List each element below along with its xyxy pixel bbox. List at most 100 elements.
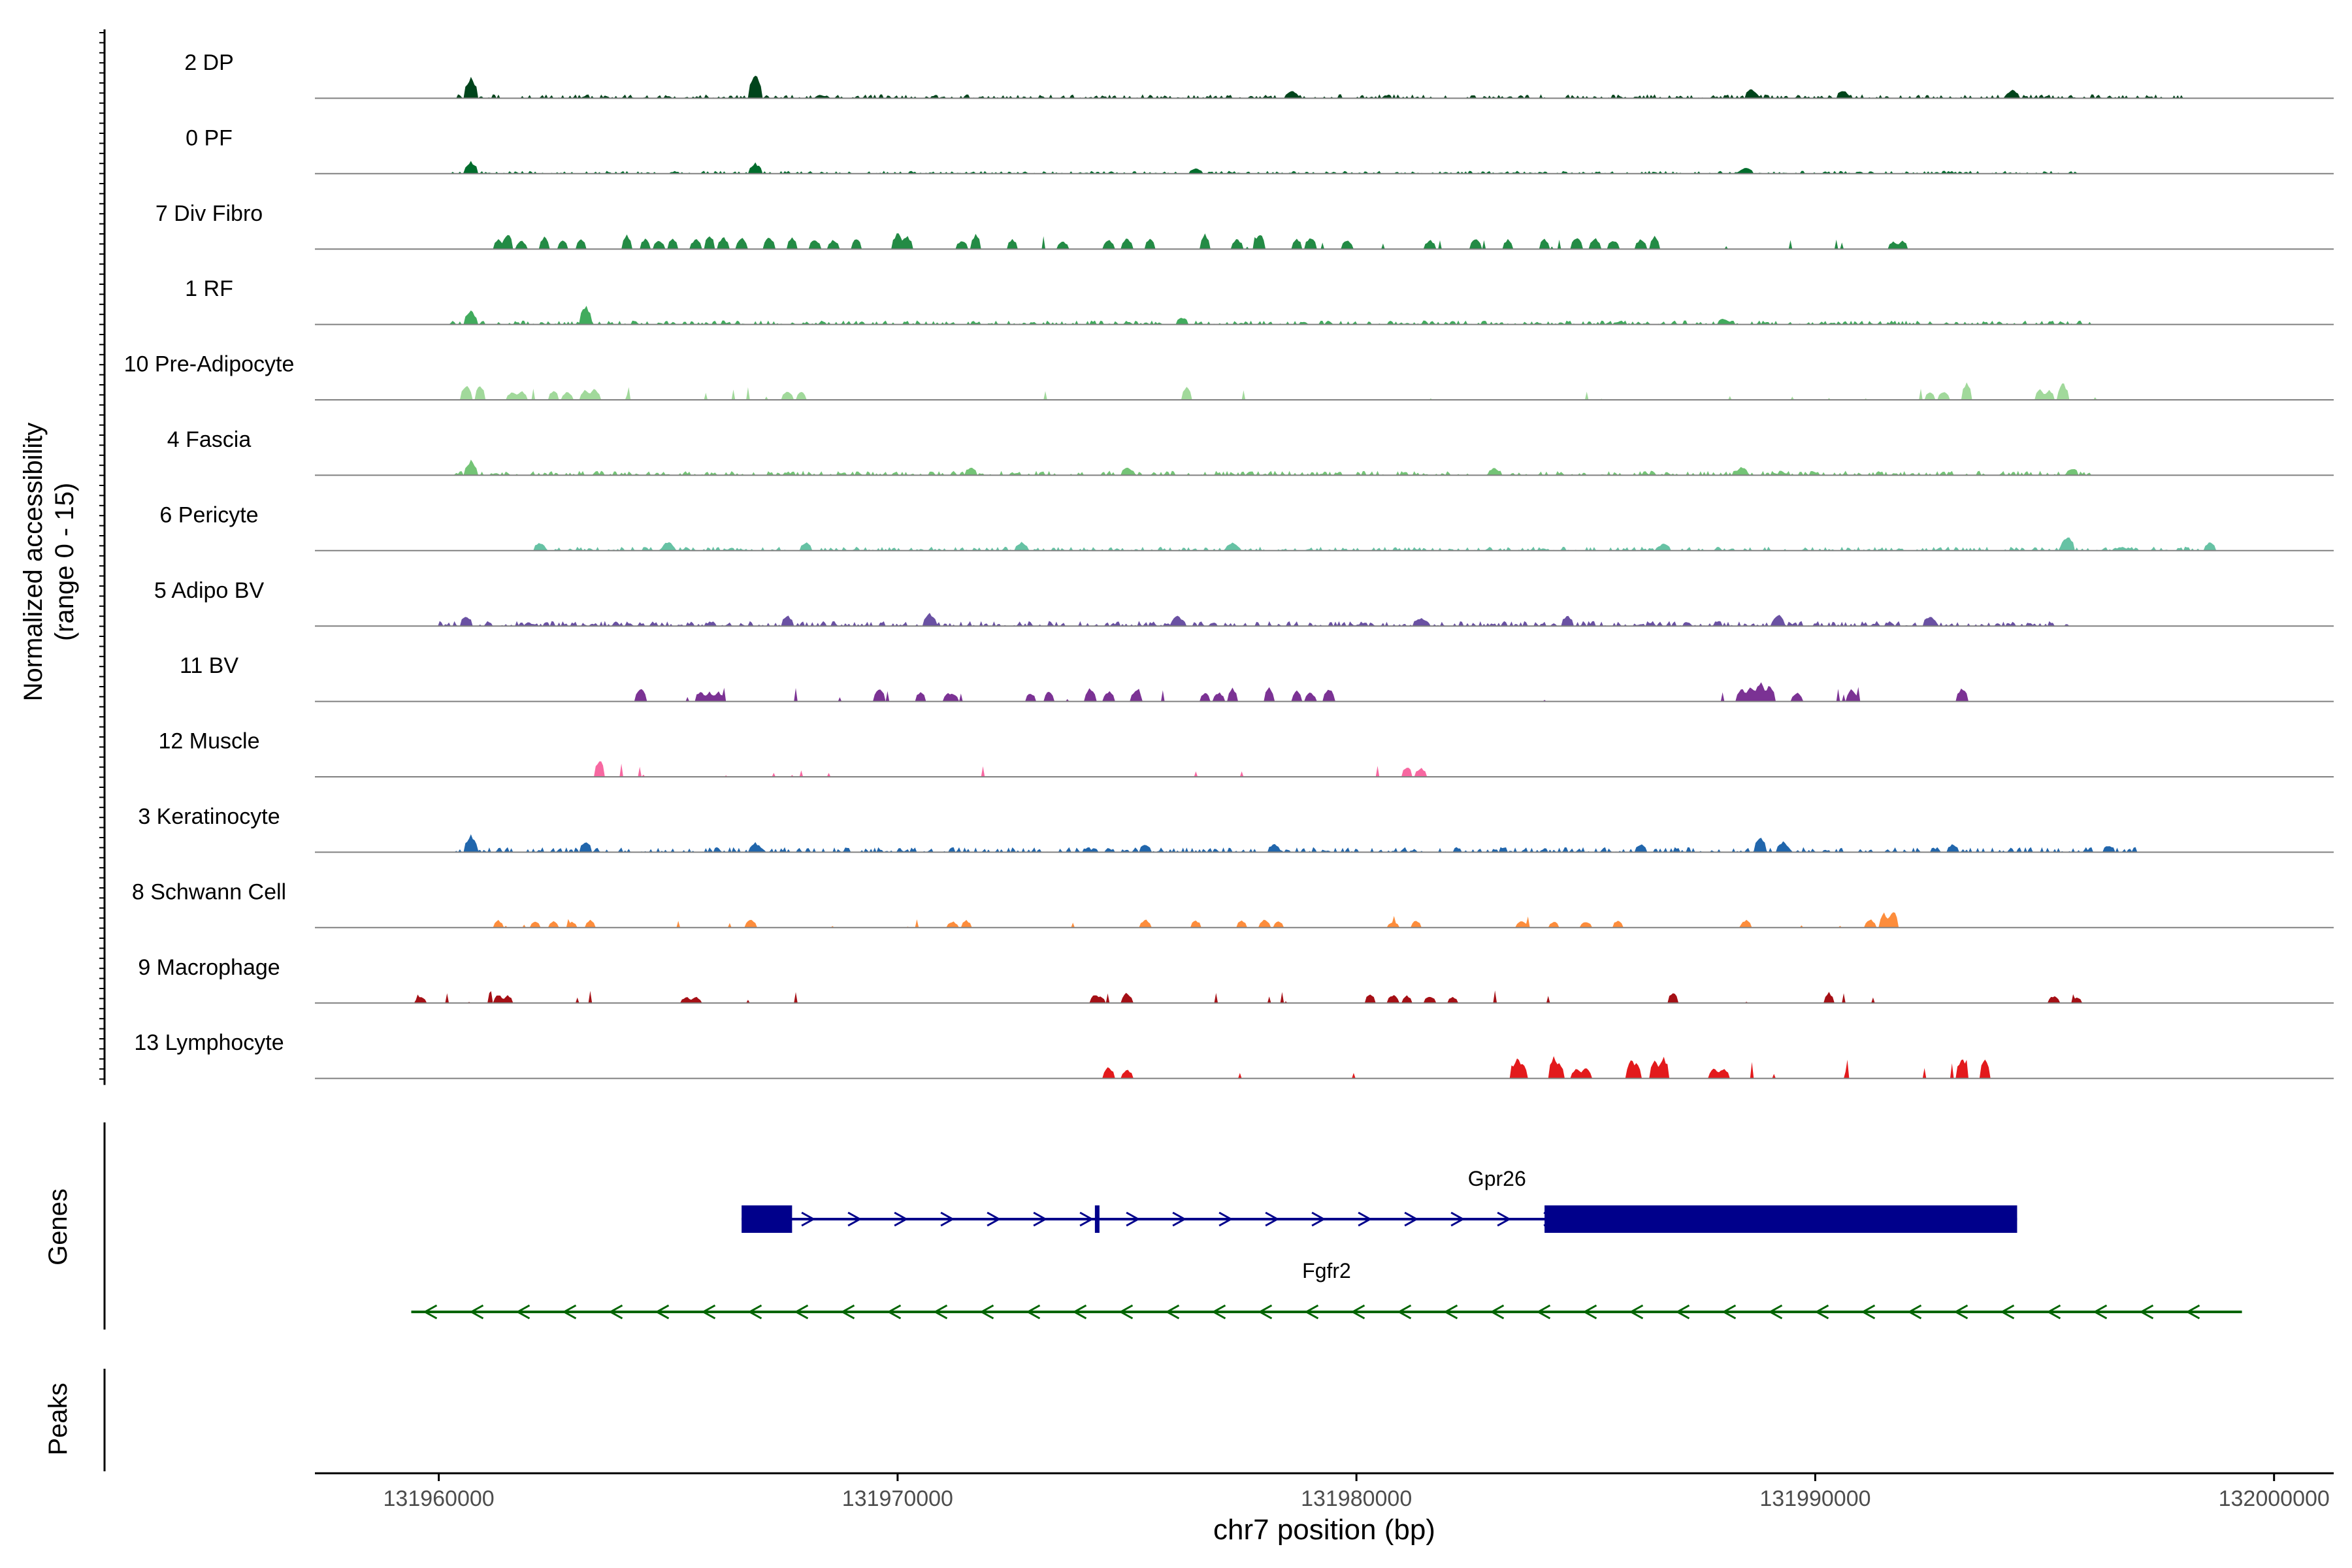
strand-arrow (1265, 1211, 1280, 1227)
strand-arrow (801, 1211, 816, 1227)
track-5: 4 Fascia (167, 427, 2334, 476)
coverage-area (315, 382, 2334, 400)
strand-arrow (1907, 1304, 1922, 1320)
gene-gpr26: Gpr26 (742, 1167, 2017, 1233)
x-axis: 131960000 131970000 131980000 131990000 1320… (315, 1472, 2334, 1511)
tracks-layer: 2 DP 0 PF 7 Div Fibro 1 RF 10 Pre-Adipocyte 4… (124, 50, 2334, 1079)
exon (742, 1205, 792, 1233)
strand-arrow (940, 1211, 955, 1227)
coverage-area (315, 1056, 2334, 1079)
strand-arrow (1072, 1304, 1087, 1320)
strand-arrow (1126, 1211, 1141, 1227)
strand-arrow (2000, 1304, 2015, 1320)
x-tick-label: 131960000 (384, 1486, 495, 1511)
exon (1094, 1205, 1100, 1233)
strand-arrow (1165, 1304, 1180, 1320)
track-13: 13 Lymphocyte (134, 1030, 2334, 1079)
track-label: 7 Div Fibro (155, 201, 263, 226)
coverage-area (315, 990, 2334, 1004)
track-label: 4 Fascia (167, 427, 252, 452)
strand-arrow (794, 1304, 809, 1320)
strand-arrow (655, 1304, 670, 1320)
track-3: 1 RF (185, 276, 2334, 325)
track-6: 6 Pericyte (159, 502, 2334, 551)
coverage-area (315, 306, 2334, 325)
coverage-area (315, 459, 2334, 476)
strand-arrow (1536, 1304, 1551, 1320)
exon (1544, 1205, 2017, 1233)
strand-arrow (2139, 1304, 2154, 1320)
strand-arrow (608, 1304, 623, 1320)
track-label: 2 DP (184, 50, 234, 75)
strand-arrow (979, 1304, 994, 1320)
strand-arrow (515, 1304, 531, 1320)
track-label: 0 PF (186, 125, 233, 150)
strand-arrow (1768, 1304, 1783, 1320)
track-12: 9 Macrophage (138, 955, 2334, 1004)
gene-label: Fgfr2 (1302, 1259, 1351, 1282)
strand-arrow (1722, 1304, 1737, 1320)
track-2: 7 Div Fibro (155, 201, 2334, 250)
track-label: 5 Adipo BV (154, 578, 265, 603)
strand-arrow (1582, 1304, 1597, 1320)
coverage-area (315, 912, 2334, 928)
strand-arrow (1079, 1211, 1094, 1227)
strand-arrow (2046, 1304, 2061, 1320)
strand-arrow (1358, 1211, 1373, 1227)
track-1: 0 PF (186, 125, 2334, 174)
strand-arrow (1119, 1304, 1134, 1320)
strand-arrow (1861, 1304, 1876, 1320)
strand-arrow (847, 1211, 862, 1227)
track-7: 5 Adipo BV (154, 578, 2334, 627)
strand-arrow (1026, 1304, 1041, 1320)
peaks-panel-label: Peaks (44, 1382, 73, 1455)
coverage-area (315, 75, 2334, 99)
strand-arrow (1450, 1211, 1465, 1227)
x-tick-label: 131980000 (1301, 1486, 1412, 1511)
strand-arrow (1814, 1304, 1829, 1320)
track-11: 8 Schwann Cell (132, 879, 2334, 928)
track-label: 10 Pre-Adipocyte (124, 352, 295, 377)
strand-arrow (1211, 1304, 1226, 1320)
x-tick-label: 131970000 (842, 1486, 953, 1511)
coverage-area (315, 682, 2334, 702)
strand-arrow (1629, 1304, 1644, 1320)
strand-arrow (1953, 1304, 1968, 1320)
track-label: 13 Lymphocyte (134, 1030, 284, 1055)
track-10: 3 Keratinocyte (138, 804, 2334, 853)
y-axis-title: Normalized accessibility (19, 423, 48, 702)
x-axis-title: chr7 position (bp) (1213, 1514, 1435, 1546)
strand-arrow (469, 1304, 484, 1320)
strand-arrow (1258, 1304, 1273, 1320)
track-0: 2 DP (184, 50, 2334, 99)
strand-arrow (1397, 1304, 1412, 1320)
strand-arrow (840, 1304, 855, 1320)
strand-arrow (894, 1211, 909, 1227)
strand-arrow (1172, 1211, 1187, 1227)
strand-arrow (1404, 1211, 1419, 1227)
coverage-area (315, 613, 2334, 627)
x-tick-label: 132000000 (2219, 1486, 2330, 1511)
gene-fgfr2: Fgfr2 (411, 1259, 2242, 1320)
y-axis-subtitle: (range 0 - 15) (50, 483, 79, 641)
coverage-area (315, 161, 2334, 174)
genes-layer: Gpr26 Fgfr2 (411, 1167, 2242, 1320)
track-label: 12 Muscle (159, 729, 260, 754)
strand-arrow (1311, 1211, 1326, 1227)
strand-arrow (1350, 1304, 1365, 1320)
coverage-area (315, 537, 2334, 551)
strand-arrow (2093, 1304, 2108, 1320)
strand-arrow (933, 1304, 948, 1320)
track-label: 6 Pericyte (159, 502, 258, 527)
strand-arrow (1490, 1304, 1505, 1320)
strand-arrow (987, 1211, 1002, 1227)
strand-arrow (1675, 1304, 1690, 1320)
coverage-area (315, 834, 2334, 853)
strand-arrow (1218, 1211, 1233, 1227)
track-label: 1 RF (185, 276, 233, 301)
strand-arrow (887, 1304, 902, 1320)
strand-arrow (701, 1304, 716, 1320)
strand-arrow (747, 1304, 762, 1320)
coverage-y-axis (99, 29, 106, 1085)
